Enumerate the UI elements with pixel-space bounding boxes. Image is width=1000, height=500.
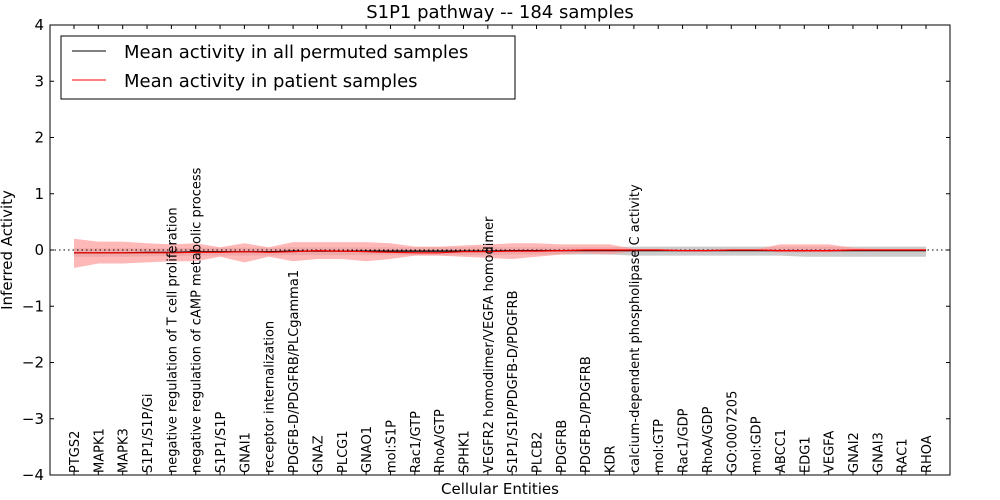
- x-tick-label: PTGS2: [68, 431, 83, 473]
- x-tick-label: S1P1/S1P/Gi: [141, 394, 156, 473]
- x-tick-label: RhoA/GTP: [433, 409, 448, 473]
- x-tick-label: GNAI2: [847, 432, 862, 473]
- legend-label-permuted: Mean activity in all permuted samples: [124, 42, 468, 63]
- x-axis-ticks: [73, 25, 927, 475]
- x-tick-label: negative regulation of cAMP metabolic pr…: [190, 167, 205, 473]
- x-tick-label: mol:S1P: [385, 420, 400, 473]
- x-tick-label: GNAO1: [360, 426, 375, 473]
- x-tick-label: GNAI1: [238, 432, 253, 473]
- y-tick-label: −2: [22, 354, 44, 372]
- x-tick-label: GO:0007205: [725, 391, 740, 473]
- patient-samples-band: [74, 238, 926, 268]
- x-tick-label: PDGFB-D/PDGFRB: [579, 356, 594, 473]
- y-tick-label: −1: [22, 297, 44, 315]
- legend-box: [60, 35, 516, 100]
- y-tick-label: 2: [34, 129, 44, 147]
- x-tick-label: EDG1: [798, 436, 813, 473]
- x-tick-label: ABCC1: [774, 429, 789, 473]
- x-tick-label: KDR: [604, 445, 619, 473]
- y-axis-label: Inferred Activity: [0, 190, 16, 310]
- x-tick-label: RhoA/GDP: [701, 406, 716, 473]
- x-axis-label: Cellular Entities: [441, 480, 559, 498]
- x-tick-label: S1P1/S1P/PDGFB-D/PDGFRB: [506, 290, 521, 473]
- series-lines: [74, 249, 926, 254]
- x-tick-label: RHOA: [920, 435, 935, 473]
- y-tick-label: 4: [34, 16, 44, 34]
- x-tick-label: SPHK1: [458, 430, 473, 473]
- y-tick-label: −3: [22, 410, 44, 428]
- legend: Mean activity in all permuted samples Me…: [60, 35, 516, 100]
- x-tick-label: PDGFB-D/PDGFRB/PLCgamma1: [287, 270, 302, 473]
- x-tick-label: PLCG1: [336, 430, 351, 473]
- x-tick-label: PLCB2: [531, 432, 546, 473]
- x-tick-label: PDGFRB: [555, 420, 570, 473]
- x-tick-label: VEGFA: [823, 431, 838, 473]
- x-tick-label: VEGFR2 homodimer/VEGFA homodimer: [482, 216, 497, 473]
- x-tick-label: S1P1/S1P: [214, 411, 229, 473]
- x-tick-label: mol:GTP: [652, 419, 667, 473]
- x-tick-label: calcium-dependent phospholipase C activi…: [628, 184, 643, 473]
- x-tick-label: Rac1/GTP: [409, 411, 424, 473]
- y-axis: −4 −3 −2 −1 0 1 2 3 4: [22, 16, 950, 484]
- x-tick-label: RAC1: [896, 438, 911, 473]
- plot-frame: [49, 24, 951, 476]
- x-tick-label: receptor internalization: [263, 321, 278, 473]
- x-tick-label: GNAZ: [311, 435, 326, 473]
- x-tick-label: MAPK3: [117, 428, 132, 473]
- y-tick-label: 0: [34, 241, 44, 259]
- legend-label-patient: Mean activity in patient samples: [124, 71, 418, 92]
- y-tick-label: 1: [34, 185, 44, 203]
- y-tick-label: 3: [34, 72, 44, 90]
- x-tick-label: negative regulation of T cell proliferat…: [165, 207, 180, 473]
- chart-title: S1P1 pathway -- 184 samples: [366, 2, 634, 23]
- patient-samples-line: [74, 249, 926, 254]
- x-tick-label: MAPK1: [92, 428, 107, 473]
- x-tick-label: Rac1/GDP: [677, 408, 692, 473]
- x-tick-label: GNAI3: [871, 432, 886, 473]
- x-tick-label: mol:GDP: [750, 416, 765, 473]
- y-tick-label: −4: [22, 466, 44, 484]
- x-axis-tick-labels: PTGS2 MAPK1 MAPK3 S1P1/S1P/Gi negative regul…: [68, 167, 935, 473]
